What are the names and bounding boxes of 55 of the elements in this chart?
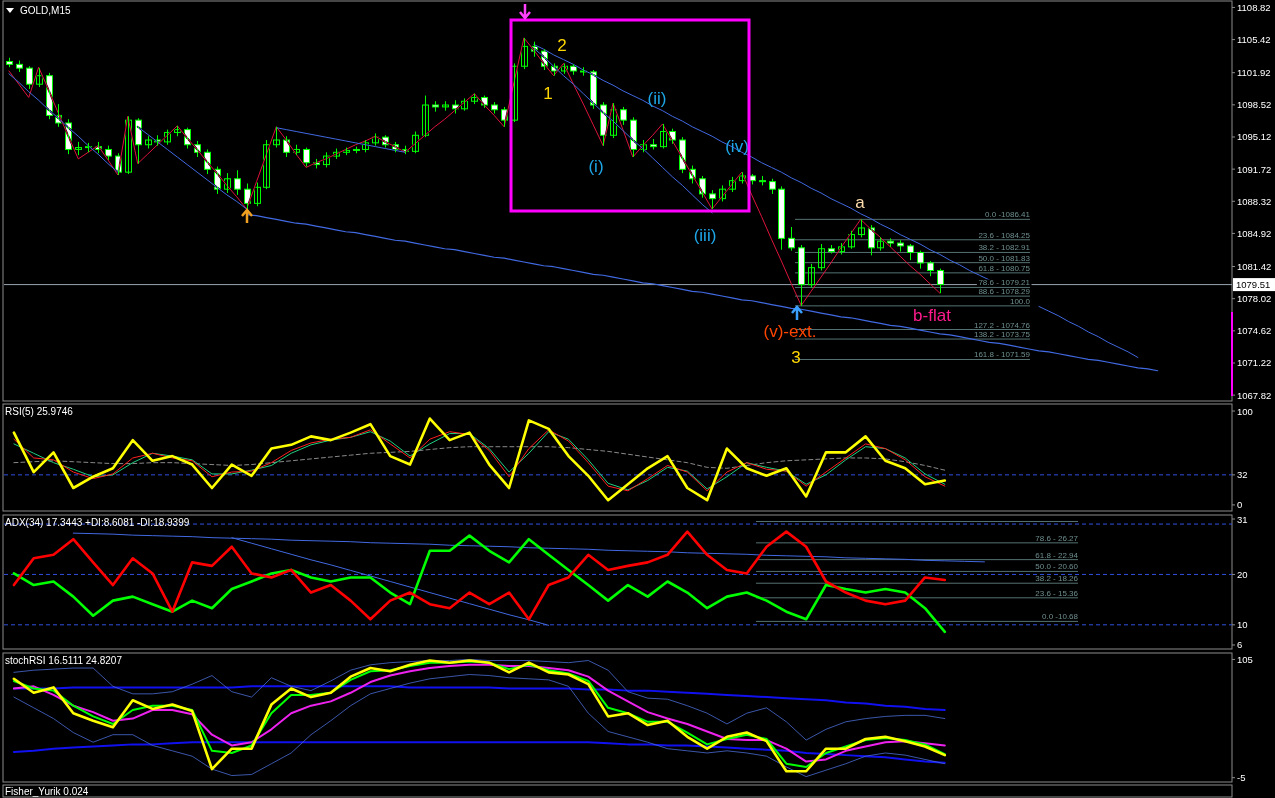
- annotation: 88.6 - 1078.29: [978, 287, 1031, 297]
- ref-line-label: 1079.51: [1236, 279, 1271, 291]
- annotation: 50.0 - 1081.83: [978, 253, 1031, 263]
- y-tick-label: -5: [1237, 772, 1246, 784]
- y-tick-label: 31: [1237, 513, 1248, 525]
- annotation: 127.2 - 1074.76: [973, 320, 1031, 330]
- y-tick-label: 32: [1237, 469, 1248, 481]
- chart-title: GOLD,M15: [20, 5, 72, 16]
- annotation: 61.8 - 1080.75: [978, 263, 1031, 273]
- annotation: 161.8 - 1071.59: [973, 350, 1031, 360]
- y-tick-label: 6: [1237, 639, 1243, 651]
- y-tick-label: 1105.42: [1237, 34, 1271, 46]
- chart-title: stochRSI 16.5111 24.8207: [5, 655, 123, 666]
- y-tick-label: 1078.02: [1237, 293, 1272, 305]
- annotation: 100.0: [1009, 296, 1031, 306]
- y-tick-label: 1088.32: [1237, 195, 1272, 207]
- annotation: 38.2 - 18.26: [1035, 574, 1079, 584]
- annotation: (i): [588, 156, 604, 176]
- annotation: 2: [557, 35, 567, 55]
- annotation: 0.0 -10.68: [1041, 612, 1079, 622]
- annotation: (ii): [647, 88, 667, 108]
- annotation: 0.0 -1086.41: [985, 210, 1031, 220]
- annotation: 50.0 - 20.60: [1035, 562, 1079, 572]
- annotation: (v)-ext.: [763, 321, 817, 341]
- annotation: 1: [543, 83, 553, 103]
- chart-title: RSI(5) 25.9746: [5, 406, 74, 417]
- y-tick-label: 1095.12: [1237, 131, 1272, 143]
- annotation: 78.6 - 1079.21: [978, 278, 1031, 288]
- annotation: 138.2 - 1073.75: [973, 330, 1031, 340]
- y-tick-label: 1071.22: [1237, 357, 1272, 369]
- y-tick-label: 100: [1237, 405, 1253, 417]
- y-tick-label: 1098.52: [1237, 99, 1272, 111]
- y-tick-label: 105: [1237, 653, 1253, 665]
- annotation: (iii): [693, 225, 717, 245]
- y-tick-label: 0: [1237, 499, 1243, 511]
- text: Fisher_Yurik 0.024: [5, 786, 89, 797]
- annotation: 23.6 - 1084.25: [978, 230, 1031, 240]
- annotation: 38.2 - 1082.91: [978, 243, 1031, 253]
- y-tick-label: 1108.82: [1237, 1, 1271, 13]
- annotation: 3: [791, 347, 801, 367]
- y-tick-label: 1091.72: [1237, 163, 1272, 175]
- annotation: a: [855, 192, 866, 212]
- y-tick-label: 10: [1237, 619, 1248, 631]
- annotation: b-flat: [913, 305, 952, 325]
- annotation: (iv): [725, 136, 749, 156]
- y-tick-label: 1074.62: [1237, 325, 1272, 337]
- chart-title: ADX(34) 17.3443 +DI:8.6081 -DI:18.9399: [5, 517, 190, 528]
- y-tick-label: 20: [1237, 568, 1248, 580]
- annotation: 23.6 - 15.36: [1035, 588, 1079, 598]
- y-tick-label: 1081.42: [1237, 261, 1272, 273]
- y-tick-label: 1101.92: [1237, 67, 1271, 79]
- annotation: 78.6 - 26.27: [1035, 533, 1079, 543]
- y-tick-label: 1084.92: [1237, 227, 1272, 239]
- y-tick-label: 1067.82: [1237, 389, 1272, 401]
- annotation: 61.8 - 22.94: [1035, 550, 1079, 560]
